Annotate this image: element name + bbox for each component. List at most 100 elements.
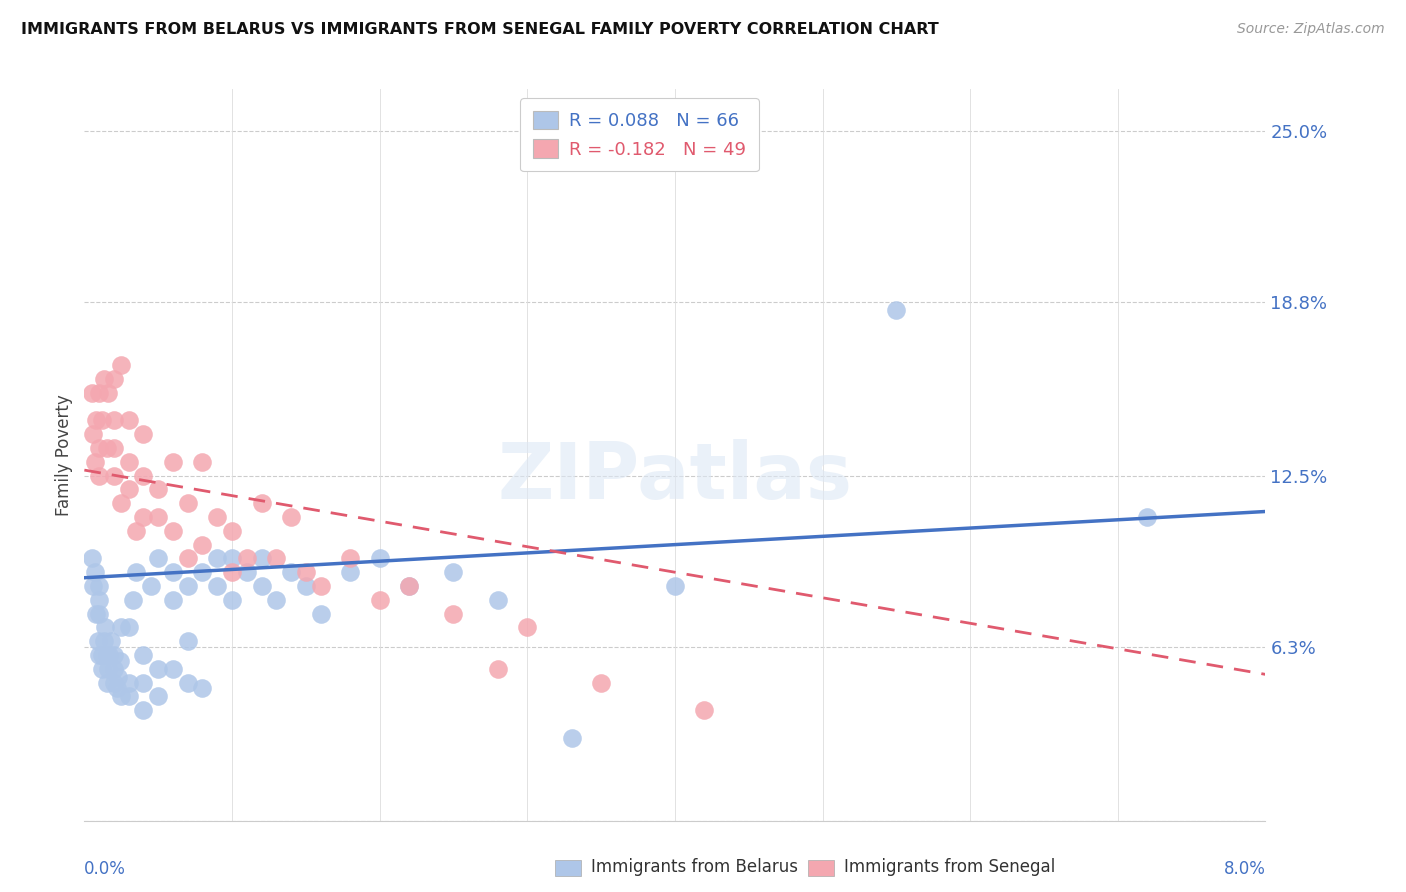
Point <box>177 634 200 648</box>
Point <box>207 551 229 566</box>
Point <box>87 385 111 400</box>
Text: Source: ZipAtlas.com: Source: ZipAtlas.com <box>1237 22 1385 37</box>
Point <box>118 483 141 497</box>
Point <box>264 592 288 607</box>
Point <box>118 413 141 427</box>
Point <box>250 496 273 510</box>
Point <box>398 579 420 593</box>
Point <box>132 675 155 690</box>
Point <box>162 662 184 676</box>
Point <box>110 620 132 634</box>
Point <box>516 620 538 634</box>
Point <box>339 551 361 566</box>
Point <box>97 662 120 676</box>
Point <box>221 551 243 566</box>
Point <box>87 468 111 483</box>
Point <box>177 579 200 593</box>
Point <box>368 592 391 607</box>
Text: IMMIGRANTS FROM BELARUS VS IMMIGRANTS FROM SENEGAL FAMILY POVERTY CORRELATION CH: IMMIGRANTS FROM BELARUS VS IMMIGRANTS FR… <box>21 22 939 37</box>
Point <box>91 413 114 427</box>
Point <box>177 496 200 510</box>
Point <box>398 579 420 593</box>
Point <box>177 551 200 566</box>
Point <box>162 455 184 469</box>
Point <box>1136 510 1159 524</box>
Point <box>108 654 131 668</box>
Point <box>96 675 118 690</box>
Point <box>110 690 132 704</box>
Point <box>148 483 170 497</box>
Point <box>103 675 125 690</box>
Point <box>87 607 111 621</box>
Point <box>339 566 361 580</box>
Point <box>87 579 111 593</box>
Point <box>561 731 583 745</box>
Point <box>91 662 114 676</box>
Point <box>103 662 125 676</box>
Point <box>103 468 125 483</box>
Point <box>139 579 162 593</box>
Y-axis label: Family Poverty: Family Poverty <box>55 394 73 516</box>
Point <box>84 607 107 621</box>
Point <box>83 455 105 469</box>
Text: 0.0%: 0.0% <box>84 860 127 878</box>
Point <box>110 496 132 510</box>
Point <box>96 441 118 455</box>
Point <box>191 538 214 552</box>
Point <box>80 385 103 400</box>
Point <box>132 427 155 442</box>
Point <box>118 690 141 704</box>
Point <box>191 566 214 580</box>
Point <box>221 566 243 580</box>
Text: Immigrants from Senegal: Immigrants from Senegal <box>844 858 1054 876</box>
Point <box>443 566 465 580</box>
Point <box>82 579 104 593</box>
Point <box>162 592 184 607</box>
Point <box>132 468 155 483</box>
Point <box>162 566 184 580</box>
Text: Immigrants from Belarus: Immigrants from Belarus <box>591 858 797 876</box>
Point <box>100 634 122 648</box>
Point <box>86 634 108 648</box>
Point <box>87 592 111 607</box>
Point <box>98 648 121 662</box>
Point <box>107 670 129 684</box>
Point <box>191 455 214 469</box>
Text: ZIPatlas: ZIPatlas <box>498 439 852 515</box>
Point <box>148 510 170 524</box>
Point <box>295 579 318 593</box>
Point <box>207 579 229 593</box>
Point <box>125 524 148 538</box>
Point <box>84 413 107 427</box>
Point <box>83 566 105 580</box>
Point <box>93 372 115 386</box>
Point <box>103 413 125 427</box>
Point <box>221 524 243 538</box>
Point <box>148 690 170 704</box>
Point <box>82 427 104 442</box>
Point <box>80 551 103 566</box>
Point <box>486 592 509 607</box>
Point <box>97 385 120 400</box>
Point <box>118 620 141 634</box>
Point <box>250 551 273 566</box>
Point <box>87 648 111 662</box>
Point <box>105 681 128 695</box>
Point <box>221 592 243 607</box>
Point <box>148 662 170 676</box>
Point <box>191 681 214 695</box>
Point <box>162 524 184 538</box>
Point <box>591 675 613 690</box>
Point <box>132 510 155 524</box>
Point <box>103 648 125 662</box>
Point <box>91 648 114 662</box>
Point <box>664 579 686 593</box>
Point <box>886 303 908 318</box>
Point <box>96 648 118 662</box>
Point <box>103 372 125 386</box>
Point <box>118 455 141 469</box>
Point <box>207 510 229 524</box>
Legend: R = 0.088   N = 66, R = -0.182   N = 49: R = 0.088 N = 66, R = -0.182 N = 49 <box>520 98 759 171</box>
Point <box>280 566 302 580</box>
Point <box>295 566 318 580</box>
